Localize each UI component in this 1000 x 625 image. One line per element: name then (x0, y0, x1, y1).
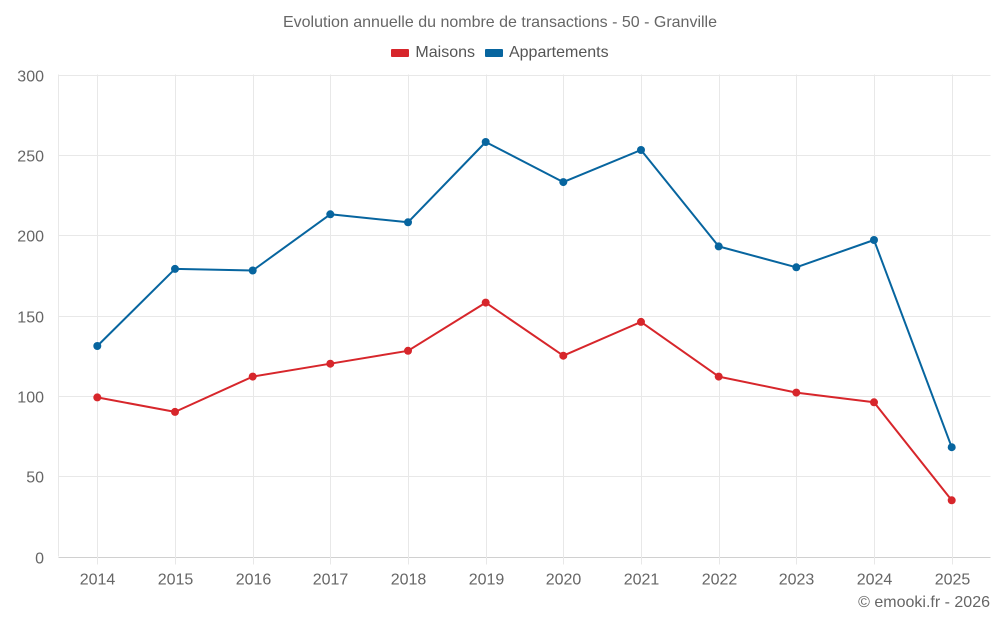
y-tick-label: 100 (17, 390, 44, 407)
credit-text[interactable]: © emooki.fr - 2026 (858, 594, 990, 611)
data-point (714, 372, 723, 381)
data-point (171, 407, 179, 416)
data-point (93, 393, 102, 402)
x-tick-label: 2022 (702, 572, 738, 589)
data-point (171, 264, 179, 273)
legend-swatch-appartements (484, 49, 503, 57)
data-point (248, 266, 257, 275)
axes: 0 50 100 150 200 250 300 2014 2015 2016 2017 2018 20… (17, 69, 970, 589)
y-tick-label: 300 (17, 69, 44, 86)
data-point (481, 138, 490, 146)
data-point (481, 298, 490, 307)
legend-label-appartements: Appartements (508, 44, 609, 61)
x-tick-label: 2014 (80, 572, 116, 589)
data-point (637, 146, 645, 154)
data-point (404, 346, 412, 355)
series-line (96, 141, 953, 449)
x-tick-label: 2015 (158, 572, 194, 589)
data-point (792, 388, 801, 397)
x-tick-label: 2020 (546, 572, 582, 589)
data-point (248, 372, 257, 381)
data-point (93, 342, 102, 350)
data-point (947, 443, 956, 452)
x-tick-label: 2021 (624, 572, 660, 589)
data-point (559, 351, 568, 360)
x-tick-label: 2025 (935, 572, 971, 589)
y-tick-label: 50 (26, 470, 44, 487)
data-point (870, 398, 878, 407)
data-point (947, 496, 956, 505)
data-point (792, 263, 801, 272)
legend-item-appartements[interactable]: Appartements (484, 44, 609, 62)
data-point (404, 218, 412, 227)
x-tick-label: 2018 (391, 572, 427, 589)
series-maisons (93, 298, 956, 505)
x-tick-label: 2019 (469, 572, 505, 589)
series-line (96, 301, 953, 502)
x-tick-label: 2023 (779, 572, 815, 589)
y-tick-label: 0 (35, 551, 44, 568)
x-tick-label: 2016 (236, 572, 272, 589)
data-point (326, 359, 335, 368)
data-point (559, 178, 568, 187)
data-point (637, 317, 645, 326)
grid (58, 74, 991, 565)
x-tick-label: 2017 (313, 572, 349, 589)
series-appartements (93, 138, 956, 452)
legend-item-maisons[interactable]: Maisons (391, 44, 475, 62)
series (93, 138, 956, 505)
y-tick-label: 150 (17, 310, 44, 327)
legend: Maisons Appartements (0, 44, 1000, 62)
x-tick-label: 2024 (857, 572, 893, 589)
legend-label-maisons: Maisons (415, 44, 475, 61)
data-point (870, 236, 878, 244)
y-tick-label: 250 (17, 149, 44, 166)
data-point (326, 210, 335, 219)
chart-title: Evolution annuelle du nombre de transact… (282, 14, 718, 31)
legend-swatch-maisons (391, 49, 410, 57)
y-tick-label: 200 (17, 229, 44, 246)
data-point (714, 242, 723, 251)
